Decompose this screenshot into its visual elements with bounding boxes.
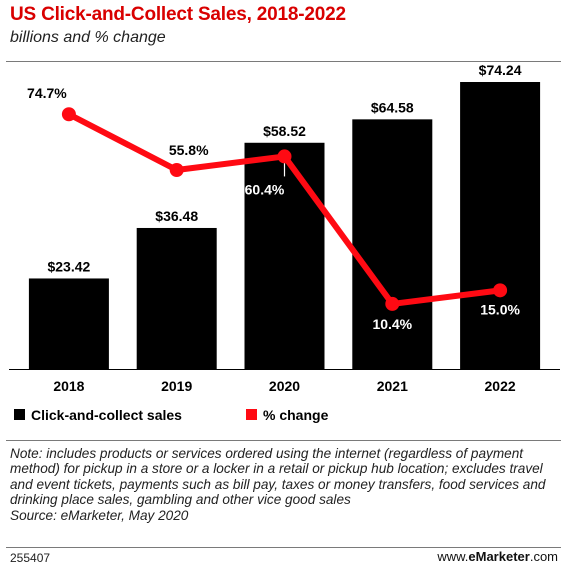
legend-swatch-change xyxy=(246,409,257,420)
legend-label-sales: Click-and-collect sales xyxy=(31,407,182,423)
brand-logo: www.eMarketer.com xyxy=(437,549,558,564)
note-divider xyxy=(6,440,561,441)
line-point-2018 xyxy=(61,107,76,122)
chart-title: US Click-and-Collect Sales, 2018-2022 xyxy=(10,4,346,25)
bar-2018 xyxy=(28,278,109,369)
chart-subtitle: billions and % change xyxy=(10,29,166,46)
brand-suffix: .com xyxy=(529,549,558,564)
bar-2021 xyxy=(352,119,433,369)
x-tick-label-2018: 2018 xyxy=(53,378,84,394)
line-value-label-2019: 55.8% xyxy=(169,142,209,158)
line-point-2020 xyxy=(277,149,292,164)
note-text: Note: includes products or services orde… xyxy=(10,446,546,508)
legend-swatch-sales xyxy=(14,409,25,420)
footer-divider xyxy=(6,547,561,548)
x-tick-label-2020: 2020 xyxy=(269,378,300,394)
x-tick-label-2019: 2019 xyxy=(161,378,192,394)
line-point-2022 xyxy=(493,283,508,298)
bar-value-label-2020: $58.52 xyxy=(263,123,306,139)
line-point-2021 xyxy=(385,296,400,311)
chart-id: 255407 xyxy=(10,551,51,565)
line-value-label-2020: 60.4% xyxy=(245,181,285,197)
bar-value-label-2022: $74.24 xyxy=(479,62,522,78)
bar-2020 xyxy=(244,142,325,369)
bar-value-label-2021: $64.58 xyxy=(371,99,414,115)
line-value-label-2021: 10.4% xyxy=(372,316,412,332)
bar-2019 xyxy=(136,227,217,369)
brand-prefix: www. xyxy=(437,549,469,564)
line-value-label-2018: 74.7% xyxy=(27,85,67,101)
line-point-2019 xyxy=(169,163,184,177)
x-tick-label-2022: 2022 xyxy=(485,378,516,394)
bar-value-label-2018: $23.42 xyxy=(47,258,90,274)
note-block: Note: includes products or services orde… xyxy=(10,446,558,523)
bar-value-label-2019: $36.48 xyxy=(155,208,198,224)
legend-label-change: % change xyxy=(263,407,329,423)
brand-name: eMarketer xyxy=(468,549,530,564)
chart: $23.42 $36.48 $58.52 $64.58 $74.24 2018 2019 20… xyxy=(9,62,560,423)
bar-2022 xyxy=(460,82,541,369)
source-text: Source: eMarketer, May 2020 xyxy=(10,507,189,523)
top-divider xyxy=(6,61,561,62)
line-value-label-2022: 15.0% xyxy=(480,301,520,317)
x-tick-label-2021: 2021 xyxy=(377,378,408,394)
